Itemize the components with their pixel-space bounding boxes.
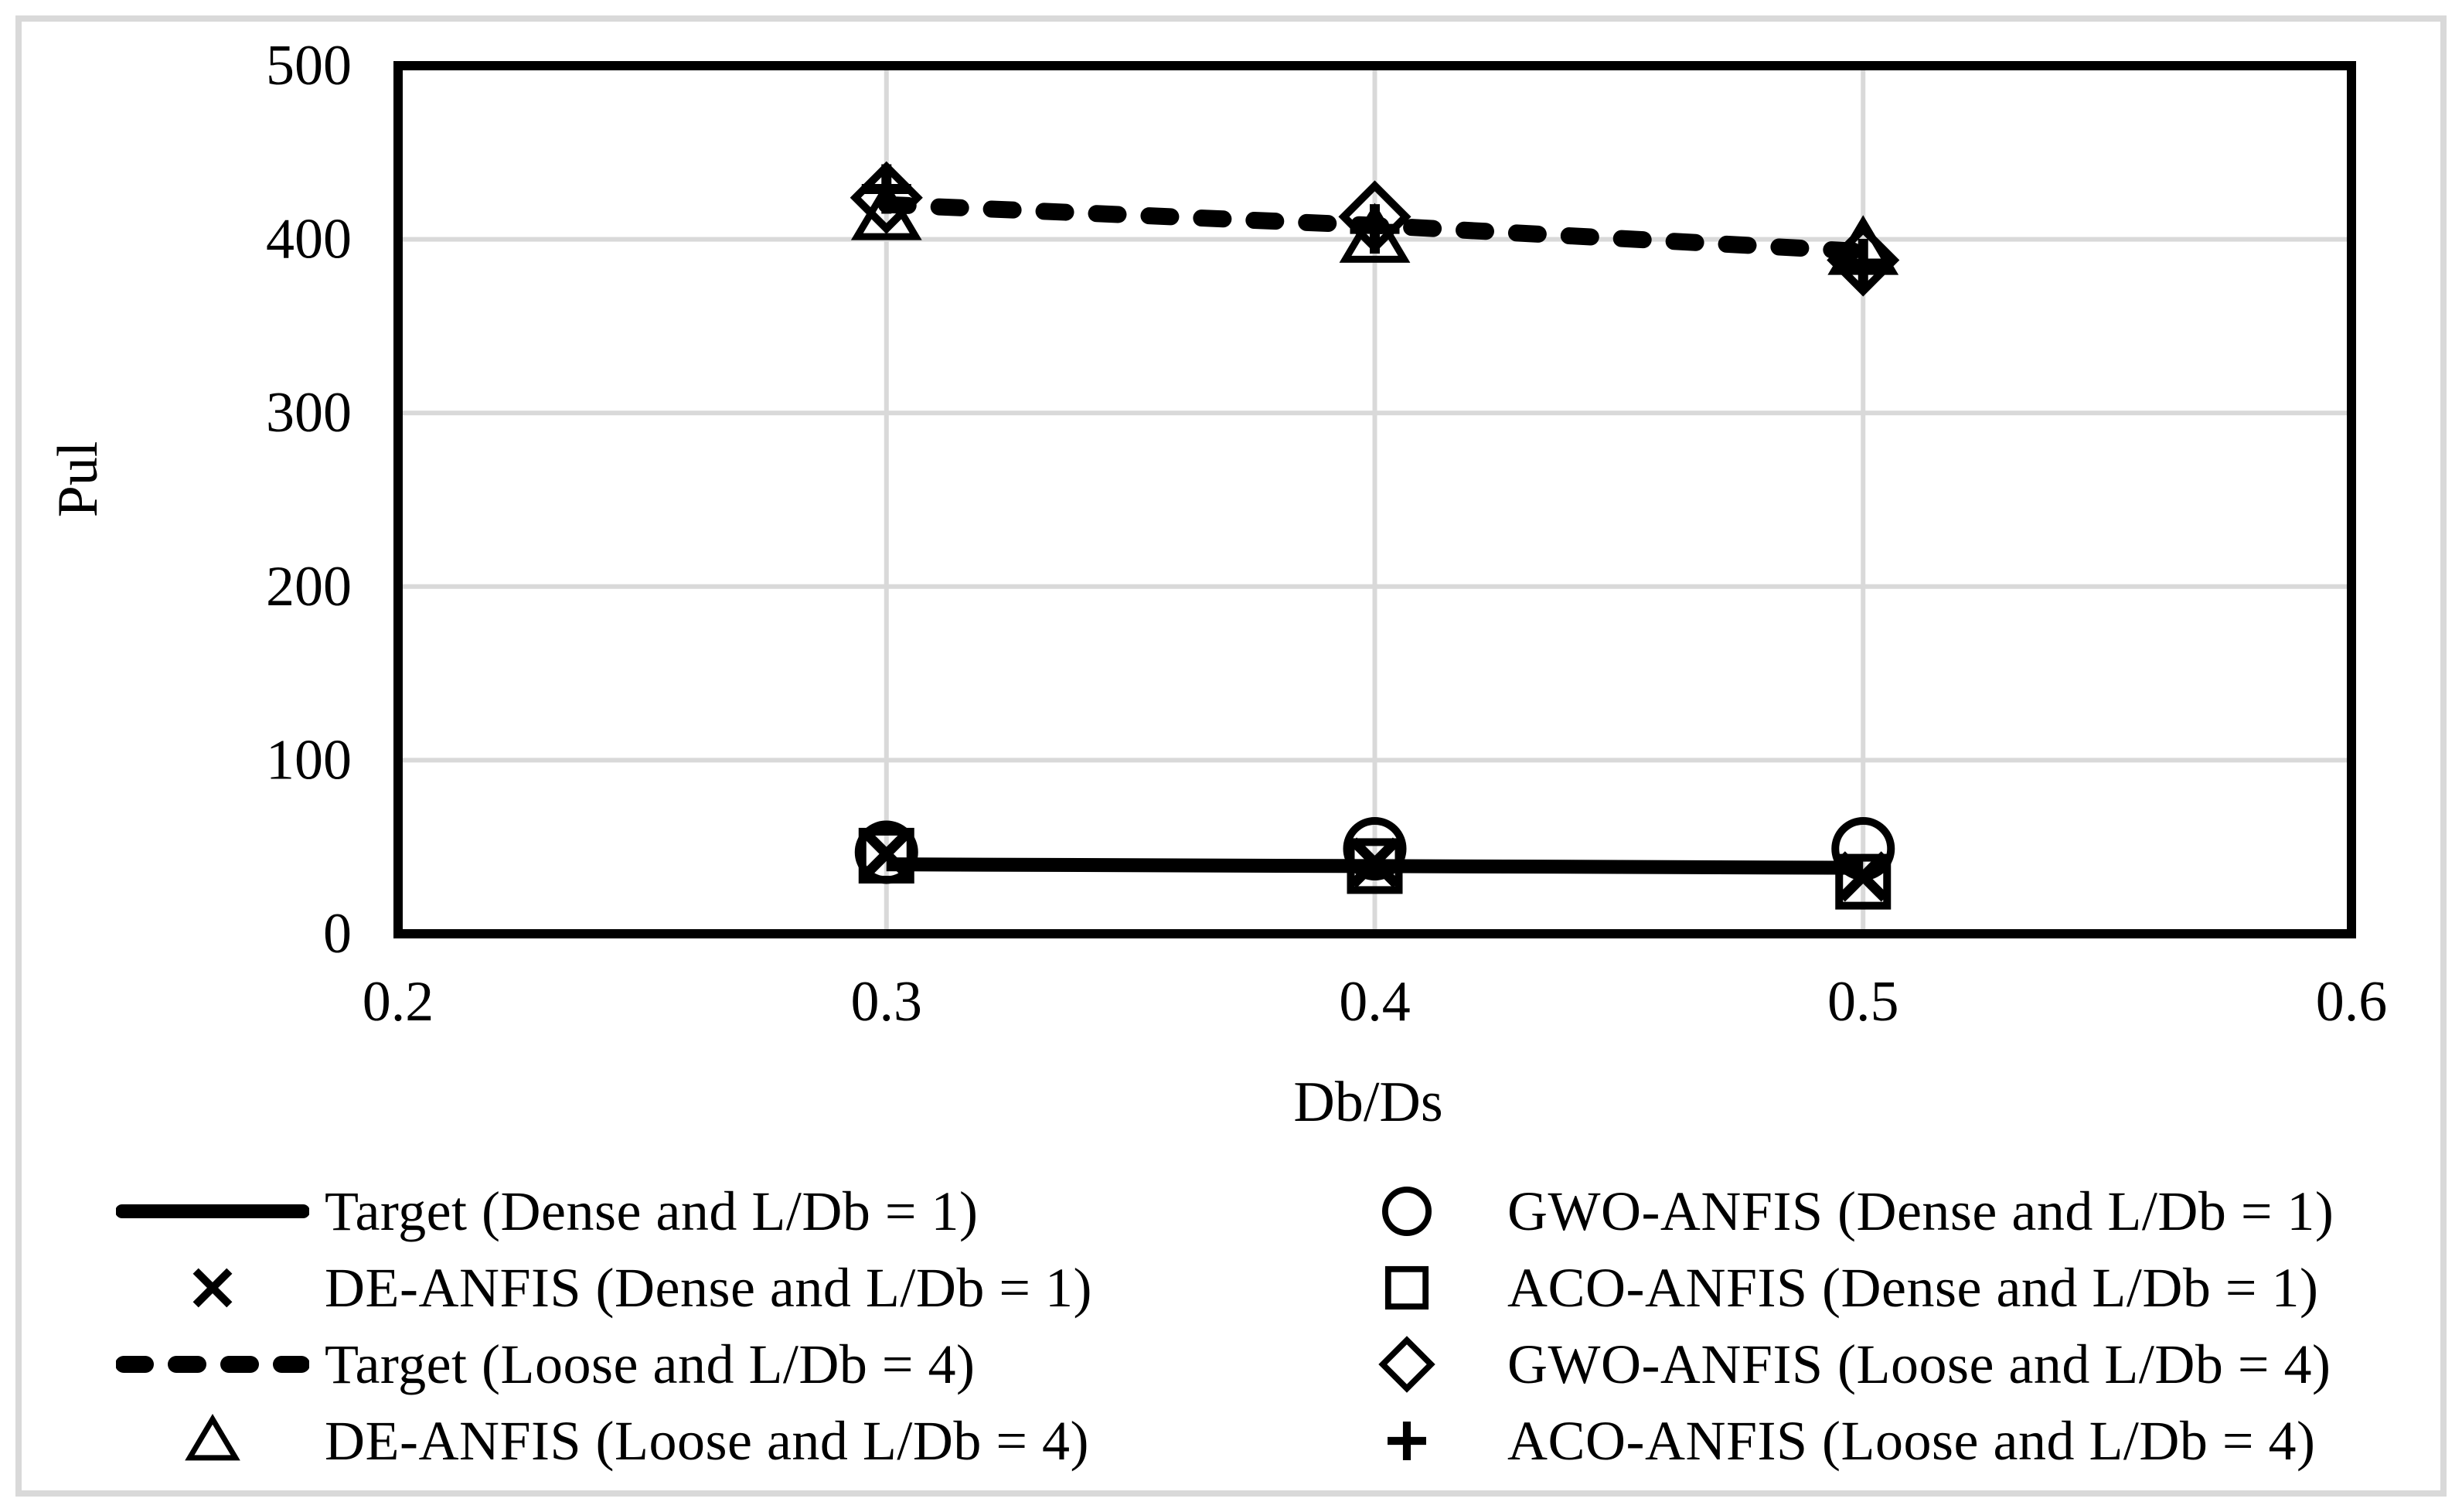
legend-label-de-anfis-loose: DE-ANFIS (Loose and L/Db = 4) [325, 1409, 1089, 1472]
y-axis-title: Pul [46, 441, 110, 518]
gridlines [398, 66, 2351, 934]
legend-item-de-anfis-loose: DE-ANFIS (Loose and L/Db = 4) [116, 1402, 1283, 1479]
svg-text:0.2: 0.2 [363, 970, 434, 1034]
legend-label-gwo-anfis-dense: GWO-ANFIS (Dense and L/Db = 1) [1507, 1180, 2334, 1242]
x-axis-title: Db/Ds [1293, 1071, 1442, 1134]
figure-frame [15, 15, 2447, 1497]
plus-marker-swatch-icon [1388, 1421, 1426, 1460]
plot-border [393, 61, 2356, 938]
legend-item-gwo-anfis-loose: GWO-ANFIS (Loose and L/Db = 4) [1283, 1326, 2381, 1402]
legend-label-target-loose: Target (Loose and L/Db = 4) [325, 1333, 976, 1395]
x-axis-tick-labels: 0.2 0.3 0.4 0.5 0.6 [363, 970, 2388, 1034]
triangle-marker-swatch-icon [185, 1413, 240, 1460]
legend-label-aco-anfis-dense: ACO-ANFIS (Dense and L/Db = 1) [1507, 1256, 2319, 1319]
svg-text:400: 400 [266, 208, 352, 271]
legend-label-de-anfis-dense: DE-ANFIS (Dense and L/Db = 1) [325, 1256, 1092, 1319]
legend-item-gwo-anfis-dense: GWO-ANFIS (Dense and L/Db = 1) [1283, 1173, 2381, 1249]
legend-item-target-loose: Target (Loose and L/Db = 4) [116, 1326, 1283, 1402]
svg-text:0: 0 [323, 902, 352, 965]
legend-label-target-dense: Target (Dense and L/Db = 1) [325, 1180, 979, 1242]
svg-text:500: 500 [266, 34, 352, 97]
circle-marker-swatch-icon [1382, 1186, 1432, 1236]
solid-line-swatch-icon [116, 1204, 309, 1218]
dashed-line-swatch-icon [116, 1355, 309, 1373]
x-marker-swatch-icon [192, 1268, 233, 1307]
diamond-marker-swatch-icon [1378, 1335, 1435, 1393]
svg-text:0.3: 0.3 [851, 970, 923, 1034]
square-marker-swatch-icon [1384, 1265, 1429, 1309]
legend-item-aco-anfis-loose: ACO-ANFIS (Loose and L/Db = 4) [1283, 1402, 2381, 1479]
svg-text:200: 200 [266, 555, 352, 618]
y-axis-tick-labels: 0 100 200 300 400 500 [266, 34, 352, 965]
svg-text:0.5: 0.5 [1827, 970, 1899, 1034]
svg-text:100: 100 [266, 728, 352, 792]
legend-label-gwo-anfis-loose: GWO-ANFIS (Loose and L/Db = 4) [1507, 1333, 2331, 1395]
legend-label-aco-anfis-loose: ACO-ANFIS (Loose and L/Db = 4) [1507, 1409, 2316, 1472]
legend-item-de-anfis-dense: DE-ANFIS (Dense and L/Db = 1) [116, 1249, 1283, 1326]
legend-item-aco-anfis-dense: ACO-ANFIS (Dense and L/Db = 1) [1283, 1249, 2381, 1326]
legend: Target (Dense and L/Db = 1) DE-ANFIS (De… [116, 1173, 2381, 1479]
series-markers-5 [858, 827, 1892, 910]
svg-text:300: 300 [266, 381, 352, 444]
legend-item-target-dense: Target (Dense and L/Db = 1) [116, 1173, 1283, 1249]
svg-text:0.6: 0.6 [2316, 970, 2388, 1034]
series-markers-7 [861, 164, 1888, 289]
svg-text:0.4: 0.4 [1339, 970, 1411, 1034]
